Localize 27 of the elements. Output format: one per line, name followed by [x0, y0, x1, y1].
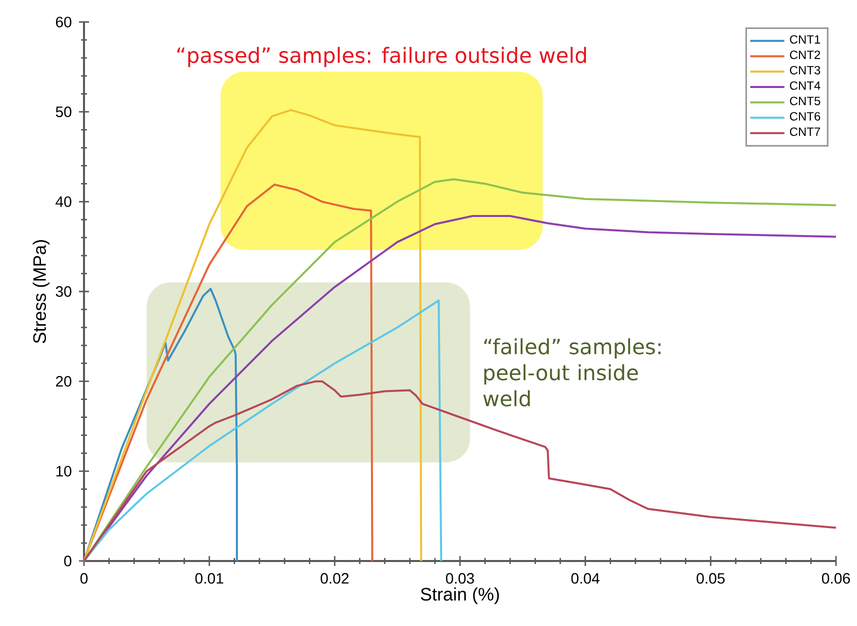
x-tick-label: 0.01 [195, 573, 224, 584]
x-tick-label: 0 [80, 573, 88, 584]
y-tick-label: 20 [56, 376, 72, 387]
y-tick-label: 50 [56, 106, 72, 118]
band-label: “failed” samples: peel-out inside weld [483, 338, 661, 406]
y-tick-label: 10 [56, 466, 72, 476]
y-axis-title: Stress (MPa) [32, 240, 50, 344]
x-tick-label: 0.06 [822, 573, 850, 584]
line-series [83, 299, 442, 562]
legend-label: CNT6 [790, 112, 820, 121]
x-tick-label: 0.02 [320, 573, 349, 584]
x-tick-label: 0.05 [696, 573, 725, 584]
y-tick-label: 60 [56, 16, 72, 28]
line-series [83, 109, 422, 562]
y-tick-label: 0 [64, 556, 72, 566]
legend-label: CNT1 [790, 35, 820, 44]
legend-label: CNT7 [790, 127, 820, 136]
legend-label: CNT4 [790, 81, 820, 90]
x-axis-title: Strain (%) [420, 587, 499, 604]
x-tick-label: 0.04 [571, 573, 600, 584]
y-tick-label: 30 [56, 286, 72, 297]
x-tick-label: 0.03 [446, 573, 474, 584]
legend-label: CNT5 [790, 96, 820, 106]
legend-label: CNT2 [790, 50, 820, 60]
legend-label: CNT3 [790, 66, 820, 74]
band-label: “passed” samples: failure outside weld [177, 46, 586, 68]
y-tick-label: 40 [56, 196, 72, 207]
